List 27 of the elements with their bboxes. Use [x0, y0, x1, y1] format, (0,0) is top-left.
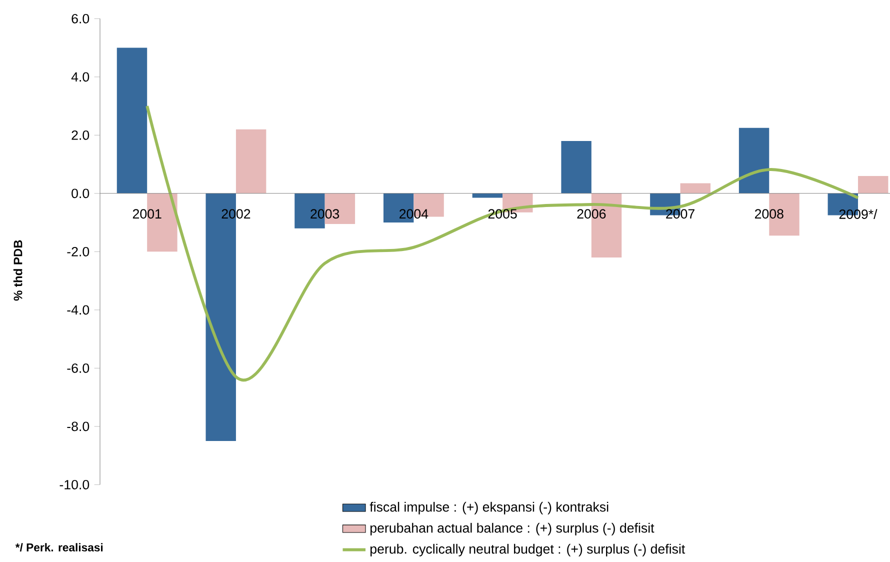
bar [561, 140, 592, 194]
y-tick-label: -10.0 [60, 480, 90, 490]
y-tick-label: -8.0 [67, 422, 90, 432]
text: */ Perk. realisasi [15, 543, 103, 552]
legend-label: perubahan actual balance : (+) surplus (-) defisit [370, 522, 654, 536]
x-tick-label: 2007 [666, 209, 694, 219]
bar [858, 176, 888, 194]
y-tick-label: 2.0 [72, 130, 90, 140]
legend-label: perub. cyclically neutral budget : (+) surplus (-) defisit [370, 544, 686, 556]
y-tick-label: 4.0 [71, 72, 90, 82]
x-tick-label: 2001 [132, 209, 162, 219]
x-tick-label: 2006 [577, 209, 606, 219]
y-tick-label: -4.0 [67, 305, 90, 315]
bar [472, 193, 503, 198]
bar [680, 183, 710, 194]
y-tick-label: 6.0 [72, 14, 90, 24]
x-tick-label: 2009*/ [839, 209, 878, 219]
bar [738, 128, 770, 194]
y-tick-label: 0.0 [72, 188, 90, 198]
y-tick-label: -6.0 [67, 363, 90, 373]
y-tick-label: -2.0 [67, 246, 90, 256]
x-tick-label: 2008 [754, 209, 784, 219]
bar [236, 129, 266, 194]
y-axis-title: % thd PDB [13, 240, 22, 301]
bar [116, 48, 148, 194]
legend-label: fiscal impulse : (+) ekspansi (-) kontraksi [370, 502, 608, 514]
x-tick-label: 2002 [222, 209, 250, 219]
